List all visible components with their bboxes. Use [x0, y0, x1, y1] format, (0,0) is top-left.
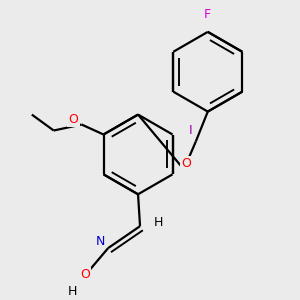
- Text: O: O: [181, 157, 191, 170]
- Text: O: O: [80, 268, 90, 281]
- Text: N: N: [95, 235, 105, 248]
- Text: H: H: [153, 216, 163, 229]
- Text: I: I: [189, 124, 192, 137]
- Text: H: H: [68, 285, 77, 298]
- Text: O: O: [69, 113, 79, 126]
- Text: F: F: [204, 8, 211, 21]
